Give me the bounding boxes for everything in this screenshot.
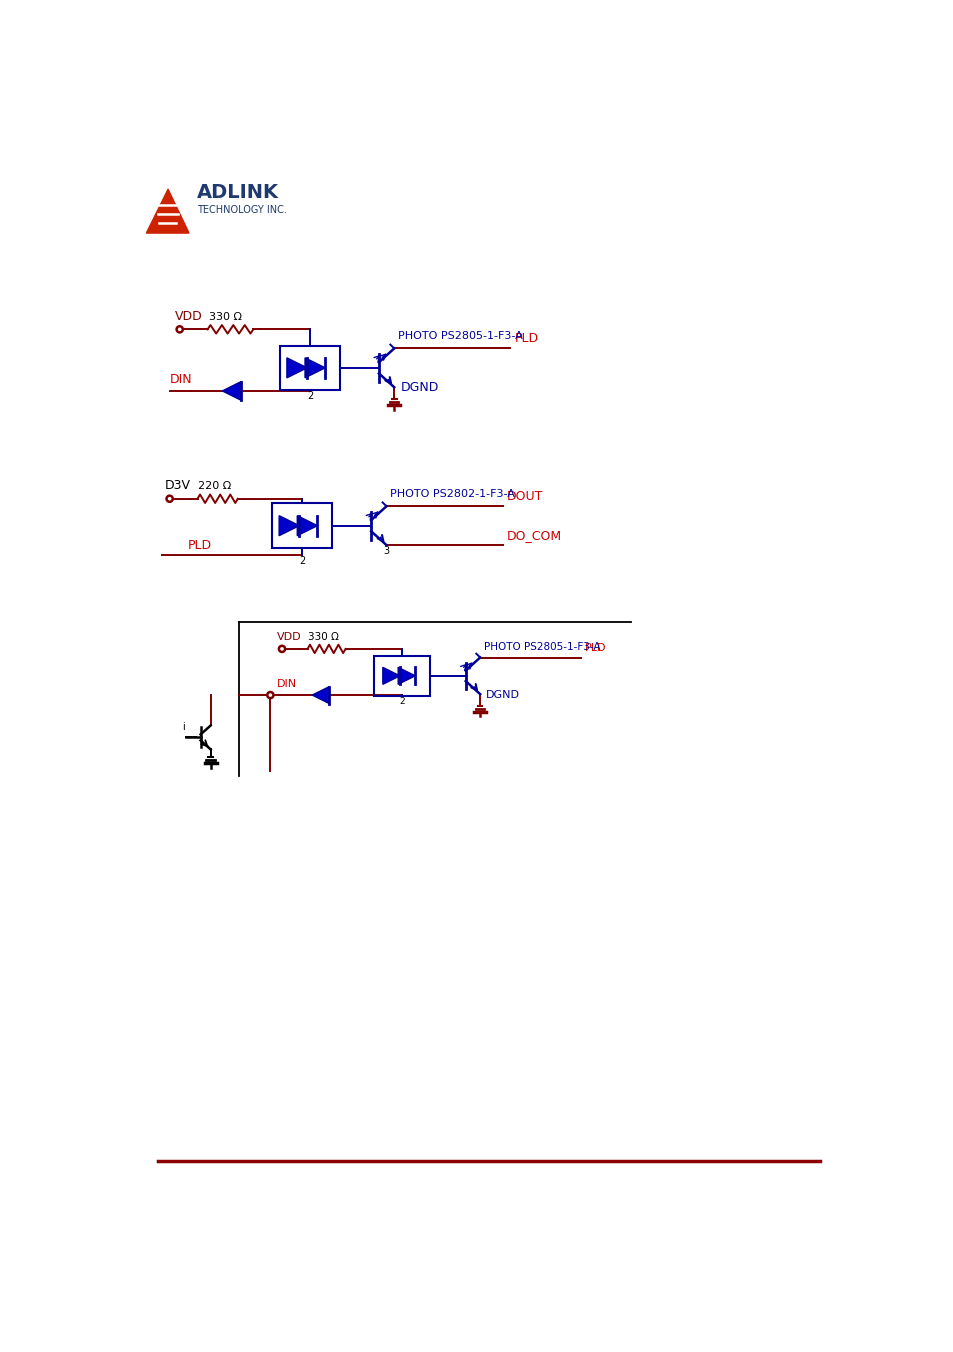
Polygon shape [146,189,189,233]
Text: 2: 2 [307,391,313,400]
Polygon shape [305,358,325,377]
Text: PLD: PLD [514,333,537,345]
Polygon shape [397,668,415,684]
Text: VDD: VDD [277,631,302,642]
Text: VDD: VDD [174,310,203,323]
Bar [272,503,332,548]
Text: DIN: DIN [276,680,296,690]
Text: DO_COM: DO_COM [506,529,561,542]
Text: 330 Ω: 330 Ω [307,633,338,642]
Text: 2: 2 [298,556,305,566]
Polygon shape [287,358,307,377]
Text: 330 Ω: 330 Ω [209,312,242,322]
Bar [279,346,340,391]
Text: DOUT: DOUT [506,491,542,503]
Text: PHOTO PS2805-1-F3-A: PHOTO PS2805-1-F3-A [483,642,599,653]
Text: TECHNOLOGY INC.: TECHNOLOGY INC. [196,206,286,215]
Polygon shape [297,515,317,535]
Text: DGND: DGND [400,381,438,393]
Text: 220 Ω: 220 Ω [197,481,231,492]
Polygon shape [222,381,241,400]
Text: DGND: DGND [486,690,519,700]
Text: i: i [182,722,185,731]
Text: PLD: PLD [584,644,606,653]
Polygon shape [279,515,299,535]
Text: ADLINK: ADLINK [196,183,278,201]
Bar [374,656,430,696]
Text: PHOTO PS2802-1-F3-A: PHOTO PS2802-1-F3-A [390,489,515,499]
Text: D3V: D3V [165,480,191,492]
Text: PHOTO PS2805-1-F3-A: PHOTO PS2805-1-F3-A [397,331,522,341]
Polygon shape [312,687,329,703]
Text: DIN: DIN [170,373,193,387]
Text: 3: 3 [383,546,389,556]
Text: 2: 2 [399,696,404,706]
Text: PLD: PLD [187,539,212,552]
Circle shape [267,692,274,698]
Polygon shape [382,668,399,684]
